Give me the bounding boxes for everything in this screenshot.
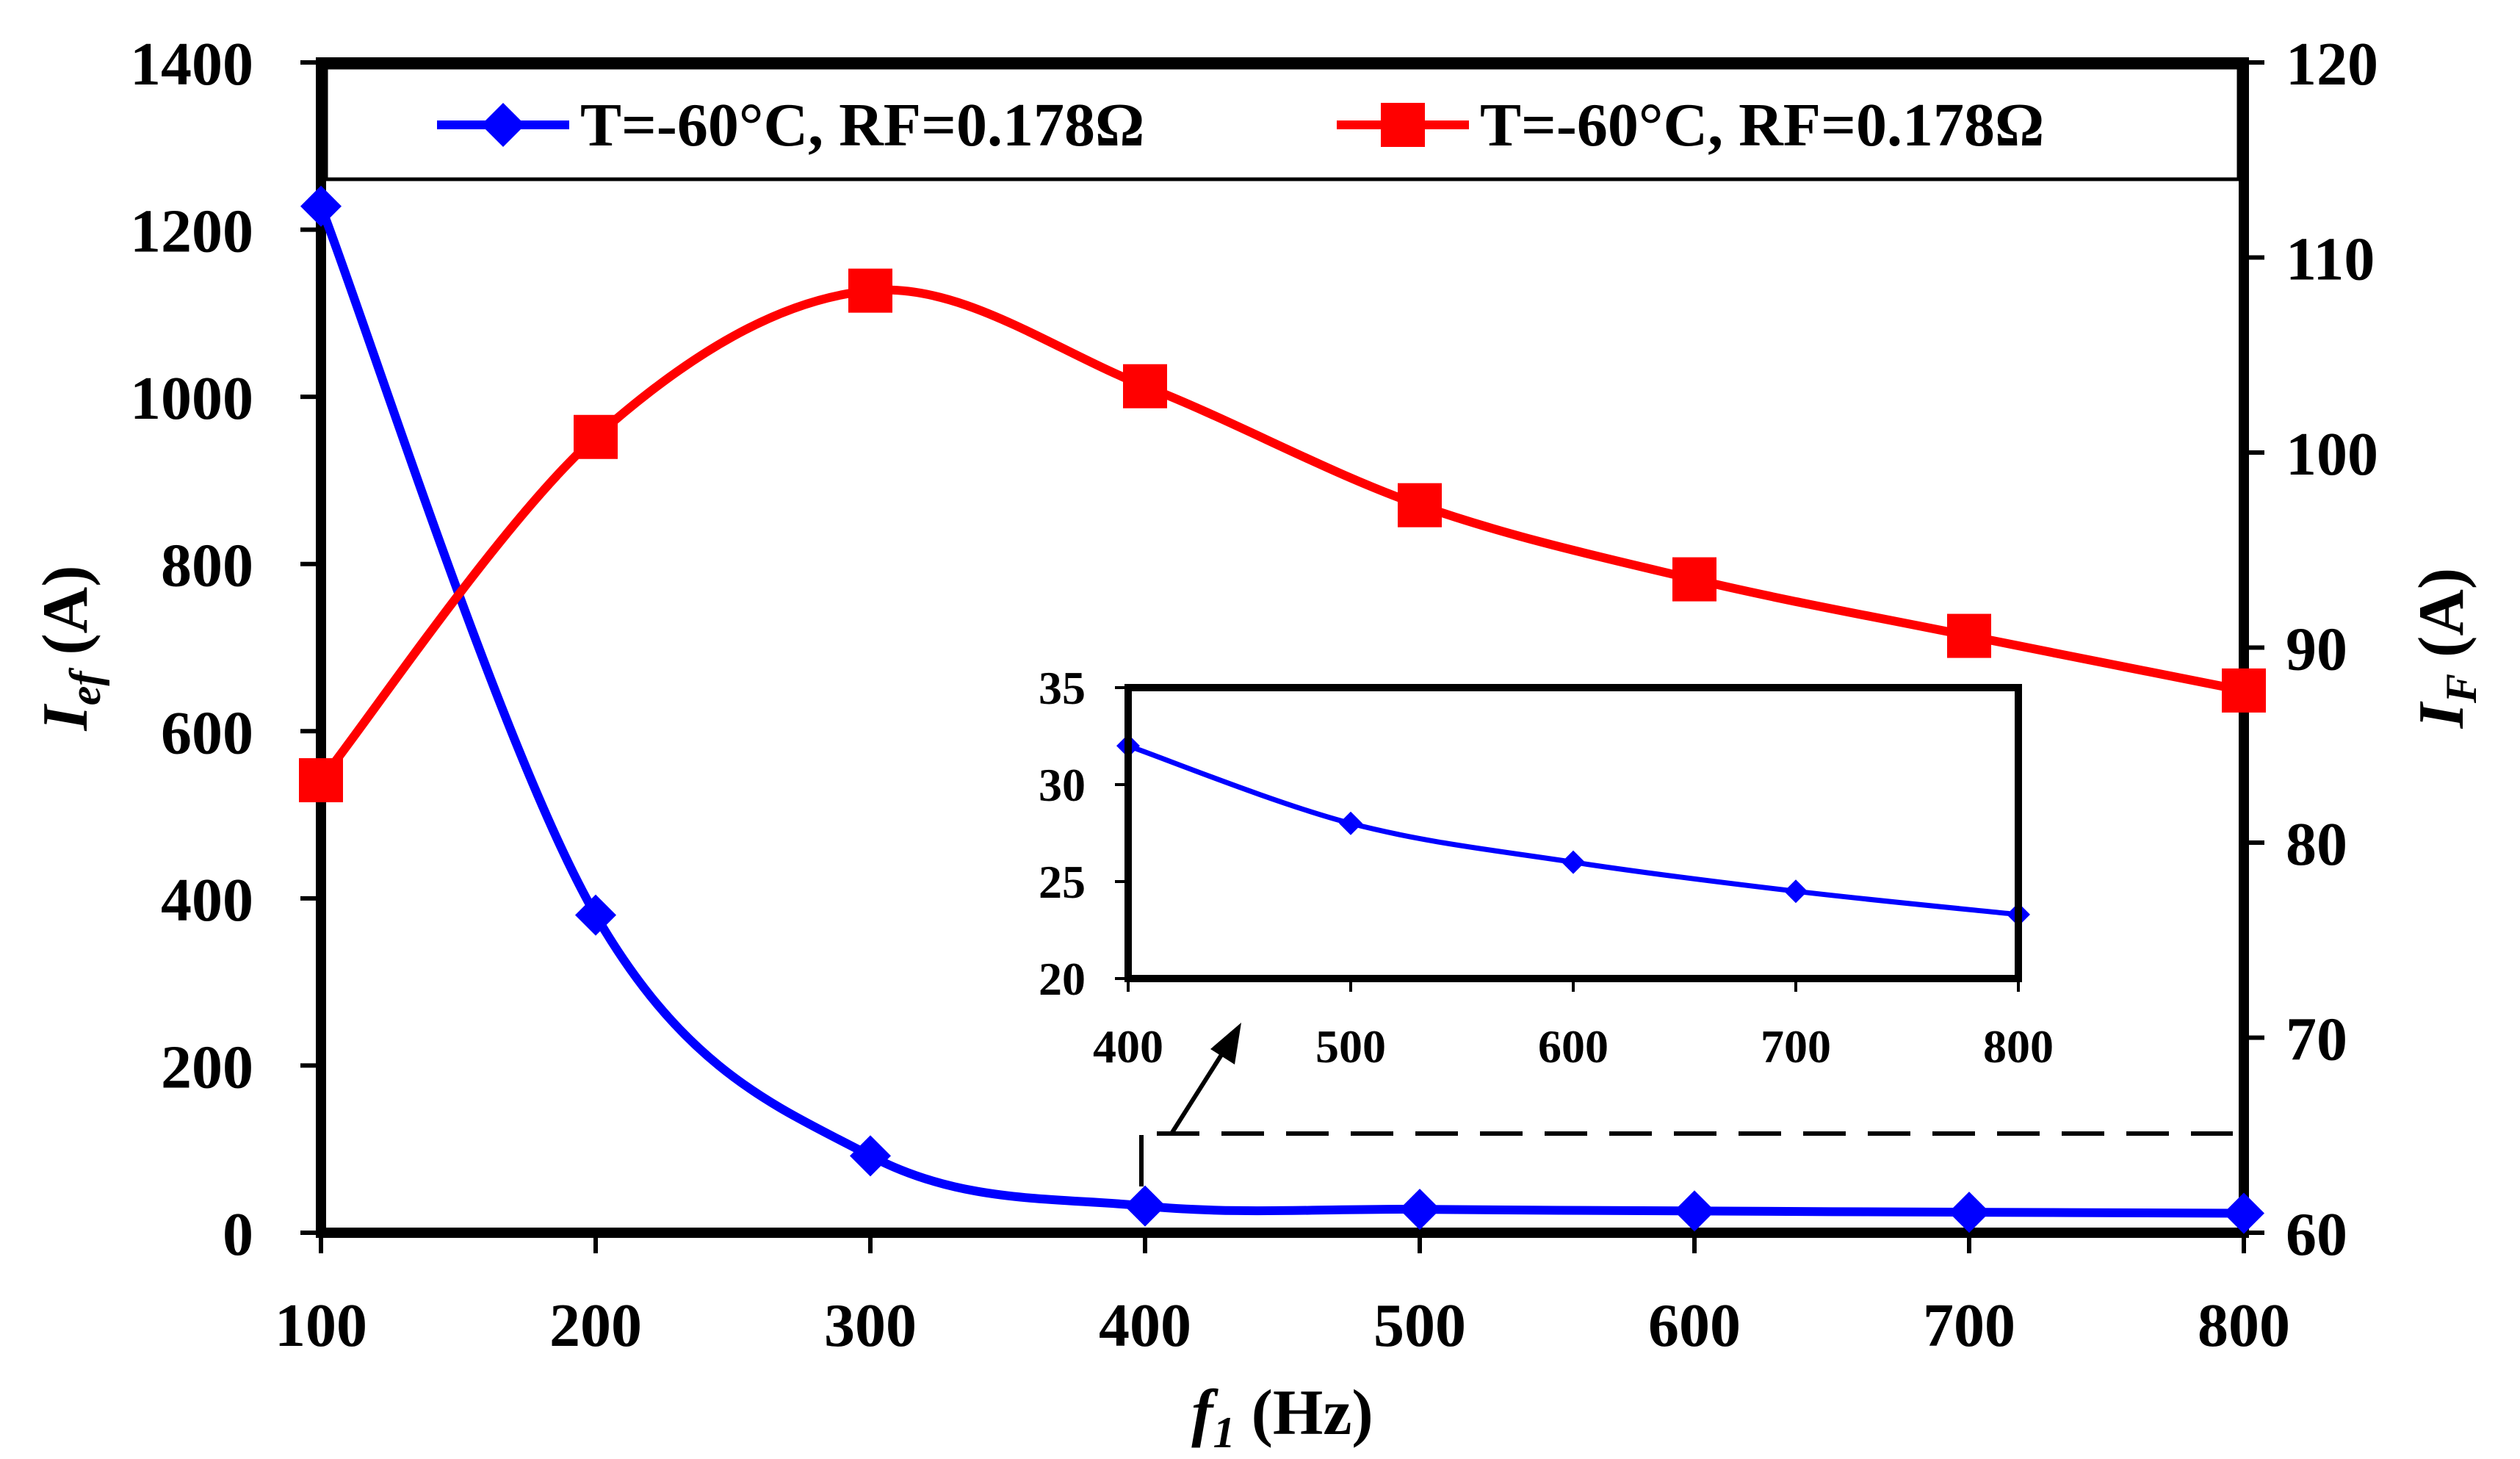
square-marker xyxy=(1947,613,1991,658)
left-y-tick-label: 0 xyxy=(223,1200,253,1269)
diamond-marker xyxy=(2223,1192,2264,1234)
diamond-marker xyxy=(1399,1189,1440,1231)
left-y-axis-title-subscript: ef xyxy=(61,668,109,706)
zoom-arrow-head xyxy=(1210,1023,1241,1064)
inset-chart: 400 500 600 700 800 20 25 30 35 xyxy=(1039,662,2054,1073)
inset-y-tick-label: 25 xyxy=(1039,856,1086,908)
inset-x-tick-label: 600 xyxy=(1538,1020,1609,1073)
legend-label-red: T=-60°C, RF=0.178Ω xyxy=(1480,91,2044,159)
inset-y-tick-label: 20 xyxy=(1039,953,1086,1005)
diamond-marker xyxy=(300,185,342,227)
x-axis-title-unit: (Hz) xyxy=(1235,1377,1373,1449)
inset-x-tick-label: 700 xyxy=(1761,1020,1831,1073)
left-y-tick-label: 1200 xyxy=(130,198,253,266)
left-y-axis-title-unit: (A) xyxy=(30,565,101,671)
inset-background xyxy=(1128,688,2018,979)
legend-label-blue: T=-60°C, RF=0.178Ω xyxy=(580,91,1144,159)
right-y-tick-label: 60 xyxy=(2286,1200,2347,1269)
x-tick-label: 700 xyxy=(1923,1292,2015,1360)
diamond-marker xyxy=(1949,1192,1990,1233)
right-y-axis-title-unit: (A) xyxy=(2406,568,2477,674)
series-red-if xyxy=(299,268,2266,803)
left-y-tick-label: 200 xyxy=(161,1033,253,1101)
left-y-tick-label: 1000 xyxy=(130,364,253,433)
right-y-tick-label: 100 xyxy=(2286,420,2378,489)
diamond-marker xyxy=(850,1135,891,1177)
legend-item-red: T=-60°C, RF=0.178Ω xyxy=(1337,91,2044,159)
x-axis-title: f1 (Hz) xyxy=(1191,1377,1373,1457)
inset-diamond-marker xyxy=(1784,879,1808,904)
right-y-tick-label: 90 xyxy=(2286,616,2347,684)
diamond-marker xyxy=(1124,1185,1166,1227)
x-tick-label: 600 xyxy=(1648,1292,1741,1360)
x-tick-label: 200 xyxy=(549,1292,642,1360)
diamond-marker xyxy=(575,894,616,936)
x-axis-title-subscript: 1 xyxy=(1213,1408,1235,1457)
x-tick-label: 800 xyxy=(2198,1292,2290,1360)
square-marker xyxy=(1123,364,1167,408)
right-y-axis-title: IF (A) xyxy=(2406,568,2485,729)
x-axis-ticks: 100 200 300 400 500 600 700 800 xyxy=(275,1233,2290,1360)
right-y-axis-title-variable: I xyxy=(2406,701,2477,729)
right-y-tick-label: 70 xyxy=(2286,1006,2347,1074)
legend-box xyxy=(324,65,2241,181)
legend: T=-60°C, RF=0.178Ω T=-60°C, RF=0.178Ω xyxy=(324,65,2241,181)
inset-diamond-marker xyxy=(1562,850,1585,874)
inset-x-tick-label: 500 xyxy=(1315,1020,1386,1073)
inset-x-axis-ticks: 400 500 600 700 800 xyxy=(1093,979,2054,1073)
right-y-tick-label: 110 xyxy=(2286,226,2375,294)
left-y-tick-label: 800 xyxy=(161,532,253,600)
inset-y-tick-label: 30 xyxy=(1039,759,1086,811)
legend-square-marker xyxy=(1381,103,1425,147)
zoom-indicator xyxy=(1139,1023,2233,1186)
right-y-axis-title-subscript: F xyxy=(2437,674,2485,704)
x-tick-label: 300 xyxy=(824,1292,917,1360)
inset-y-tick-label: 35 xyxy=(1039,662,1086,714)
x-tick-label: 100 xyxy=(275,1292,367,1360)
zoom-arrow-shaft xyxy=(1169,1048,1227,1135)
left-y-tick-label: 1400 xyxy=(130,30,253,98)
left-y-tick-label: 600 xyxy=(161,699,253,767)
legend-diamond-marker xyxy=(481,103,525,147)
inset-frame xyxy=(1124,684,2022,982)
diamond-marker xyxy=(1674,1190,1715,1232)
x-tick-label: 400 xyxy=(1099,1292,1191,1360)
x-tick-label: 500 xyxy=(1373,1292,1466,1360)
inset-y-axis-ticks: 20 25 30 35 xyxy=(1039,662,1128,1005)
inset-x-tick-label: 400 xyxy=(1093,1020,1163,1073)
square-marker xyxy=(848,268,892,313)
right-y-tick-label: 120 xyxy=(2286,30,2378,98)
legend-item-blue: T=-60°C, RF=0.178Ω xyxy=(437,91,1144,159)
square-marker xyxy=(2222,668,2266,713)
left-y-axis-ticks: 0 200 400 600 800 1000 1200 1400 xyxy=(130,30,321,1269)
series-blue-ief xyxy=(300,185,2264,1234)
right-y-axis-ticks: 60 70 80 90 100 110 120 xyxy=(2244,30,2378,1269)
square-marker xyxy=(574,414,618,459)
square-marker xyxy=(299,758,343,803)
left-y-tick-label: 400 xyxy=(161,866,253,934)
inset-x-tick-label: 800 xyxy=(1983,1020,2054,1073)
left-y-axis-title-variable: I xyxy=(30,704,101,732)
right-y-tick-label: 80 xyxy=(2286,810,2347,879)
square-marker xyxy=(1672,557,1716,602)
left-y-axis-title: Ief (A) xyxy=(30,565,109,731)
square-marker xyxy=(1398,483,1442,527)
series-line xyxy=(317,201,2248,1218)
inset-diamond-marker xyxy=(1339,811,1362,835)
